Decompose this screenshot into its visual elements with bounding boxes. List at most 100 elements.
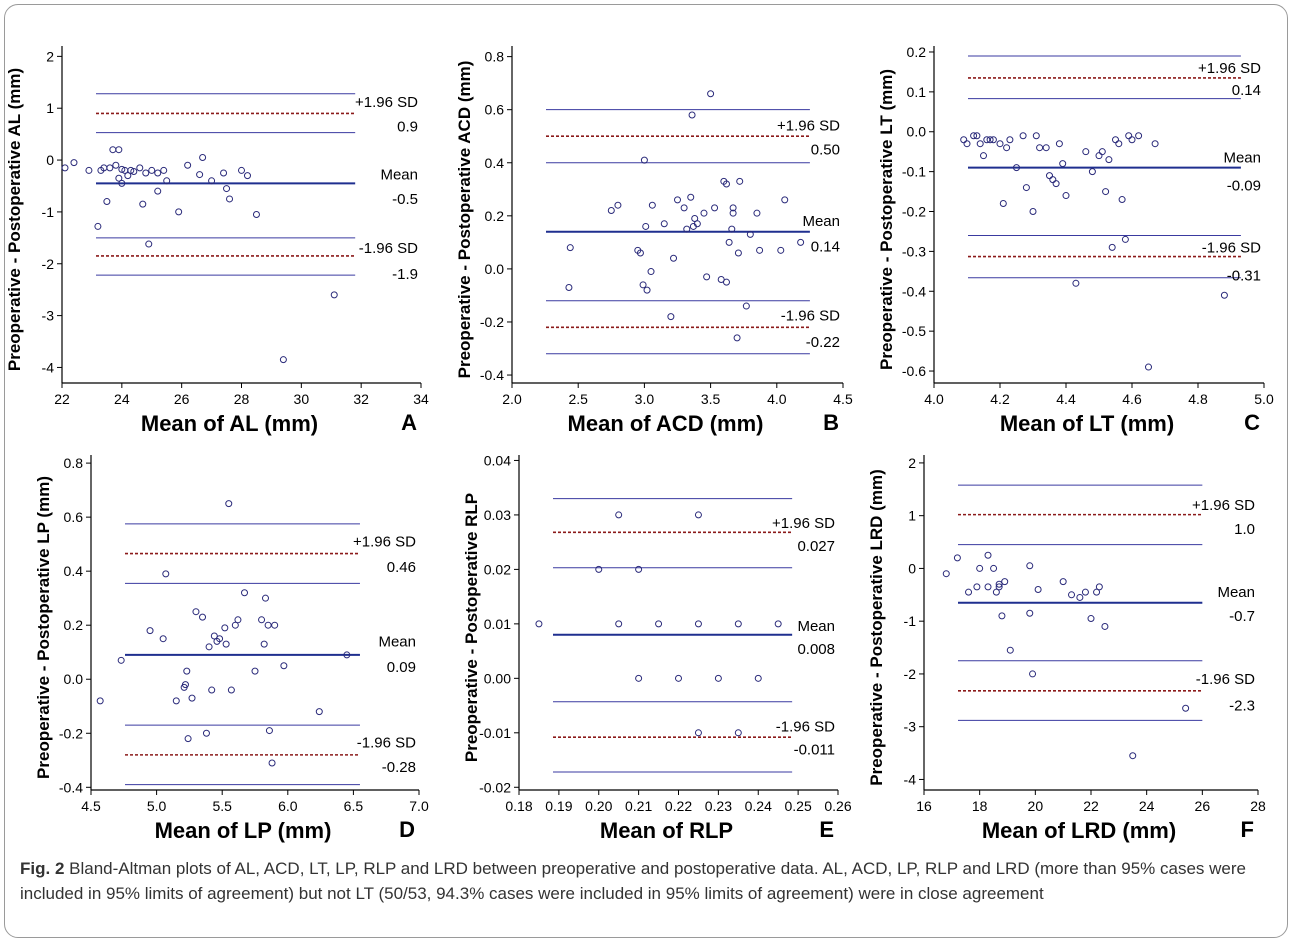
data-point	[258, 616, 266, 624]
data-point	[999, 200, 1007, 208]
panel-label: F	[1241, 817, 1254, 842]
data-point	[222, 640, 230, 648]
data-point	[717, 276, 725, 284]
data-point	[1006, 136, 1014, 144]
data-point	[667, 313, 675, 321]
y-tick-label: 0.6	[485, 102, 505, 118]
y-tick-label: 0.02	[484, 561, 511, 577]
data-point	[535, 620, 543, 628]
x-tick-label: 0.21	[625, 798, 652, 814]
line-annotation: 0.9	[397, 118, 418, 135]
y-tick-label: -0.5	[902, 323, 926, 339]
data-point	[614, 201, 622, 209]
data-point	[1059, 160, 1067, 168]
data-point	[680, 204, 688, 212]
data-point	[970, 132, 978, 140]
x-tick-label: 2.5	[568, 391, 588, 407]
data-point	[989, 136, 997, 144]
data-point	[252, 211, 260, 218]
data-point	[714, 674, 722, 682]
y-tick-label: 0.2	[907, 44, 927, 60]
data-point	[188, 694, 196, 702]
data-point	[1049, 176, 1057, 184]
y-tick-label: -0.3	[902, 243, 926, 259]
x-tick-label: 20	[1028, 798, 1044, 814]
line-annotation: -0.011	[794, 742, 835, 759]
data-point	[734, 620, 742, 628]
data-point	[683, 225, 691, 233]
x-axis-label: Mean of LT (mm)	[1000, 411, 1174, 436]
line-annotation: 0.027	[797, 538, 835, 555]
line-annotation: -1.96 SD	[359, 240, 418, 257]
y-tick-label: 0.0	[907, 124, 927, 140]
x-tick-label: 32	[353, 391, 369, 407]
data-point	[1062, 192, 1070, 200]
data-point	[635, 674, 643, 682]
data-point	[694, 620, 702, 628]
data-point	[615, 620, 623, 628]
line-annotation: -0.7	[1229, 608, 1255, 625]
x-tick-label: 0.26	[824, 798, 851, 814]
data-point	[781, 196, 789, 204]
data-point	[85, 166, 93, 174]
data-point	[1087, 615, 1095, 623]
line-annotation: -1.96 SD	[781, 307, 840, 324]
data-point	[983, 136, 991, 144]
y-tick-label: -3	[904, 719, 917, 735]
data-point	[106, 164, 114, 172]
y-tick-label: 0.2	[64, 617, 84, 633]
data-point	[184, 161, 192, 169]
data-point	[1135, 132, 1143, 140]
data-point	[687, 193, 695, 201]
figure-caption: Fig. 2 Bland-Altman plots of AL, ACD, LT…	[20, 857, 1272, 906]
x-tick-label: 0.23	[705, 798, 732, 814]
data-point	[1068, 591, 1076, 599]
data-point	[565, 283, 573, 291]
y-tick-label: 0.01	[484, 616, 511, 632]
x-tick-label: 18	[972, 798, 988, 814]
line-annotation: Mean	[797, 618, 835, 635]
data-point	[265, 727, 273, 735]
panel-f: 2 1 0 -1 -2 -3 -4 16 18 20 22 24 26 28 +1.96 SD 1.0 Mean…	[867, 455, 1266, 843]
data-point	[184, 735, 192, 743]
line-annotation: -0.22	[806, 334, 840, 351]
data-point	[1042, 144, 1050, 152]
data-point	[1115, 140, 1123, 148]
data-point	[984, 551, 992, 559]
data-point	[243, 172, 251, 180]
x-tick-label: 28	[234, 391, 250, 407]
data-point	[70, 159, 78, 167]
x-tick-label: 22	[1083, 798, 1099, 814]
y-tick-label: 0.1	[907, 84, 927, 100]
x-tick-label: 4.2	[990, 391, 1010, 407]
data-point	[992, 588, 1000, 596]
data-point	[1003, 144, 1011, 152]
data-point	[210, 632, 218, 640]
data-point	[1118, 196, 1126, 204]
data-point	[694, 729, 702, 737]
data-point	[734, 249, 742, 257]
line-annotation: 0.008	[797, 641, 835, 658]
line-annotation: -1.9	[392, 266, 418, 283]
y-tick-label: -2	[904, 666, 917, 682]
data-point	[1076, 593, 1084, 601]
line-annotation: +1.96 SD	[1198, 60, 1261, 77]
data-point	[1081, 588, 1089, 596]
data-point	[703, 273, 711, 281]
line-annotation: -0.09	[1227, 178, 1261, 195]
y-tick-label: 0.04	[484, 452, 511, 468]
data-point	[220, 169, 228, 177]
data-point	[976, 140, 984, 148]
y-tick-label: 0.8	[64, 455, 84, 471]
data-point	[192, 608, 200, 616]
data-point	[251, 667, 259, 675]
data-point	[330, 291, 338, 299]
data-point	[261, 594, 269, 602]
y-tick-label: -0.2	[902, 204, 926, 220]
data-point	[139, 200, 147, 208]
data-point	[1095, 583, 1103, 591]
data-point	[998, 612, 1006, 620]
x-tick-label: 3.0	[635, 391, 655, 407]
data-point	[995, 583, 1003, 591]
y-axis-label: Preoperative - Postoperative RLP	[462, 493, 481, 762]
